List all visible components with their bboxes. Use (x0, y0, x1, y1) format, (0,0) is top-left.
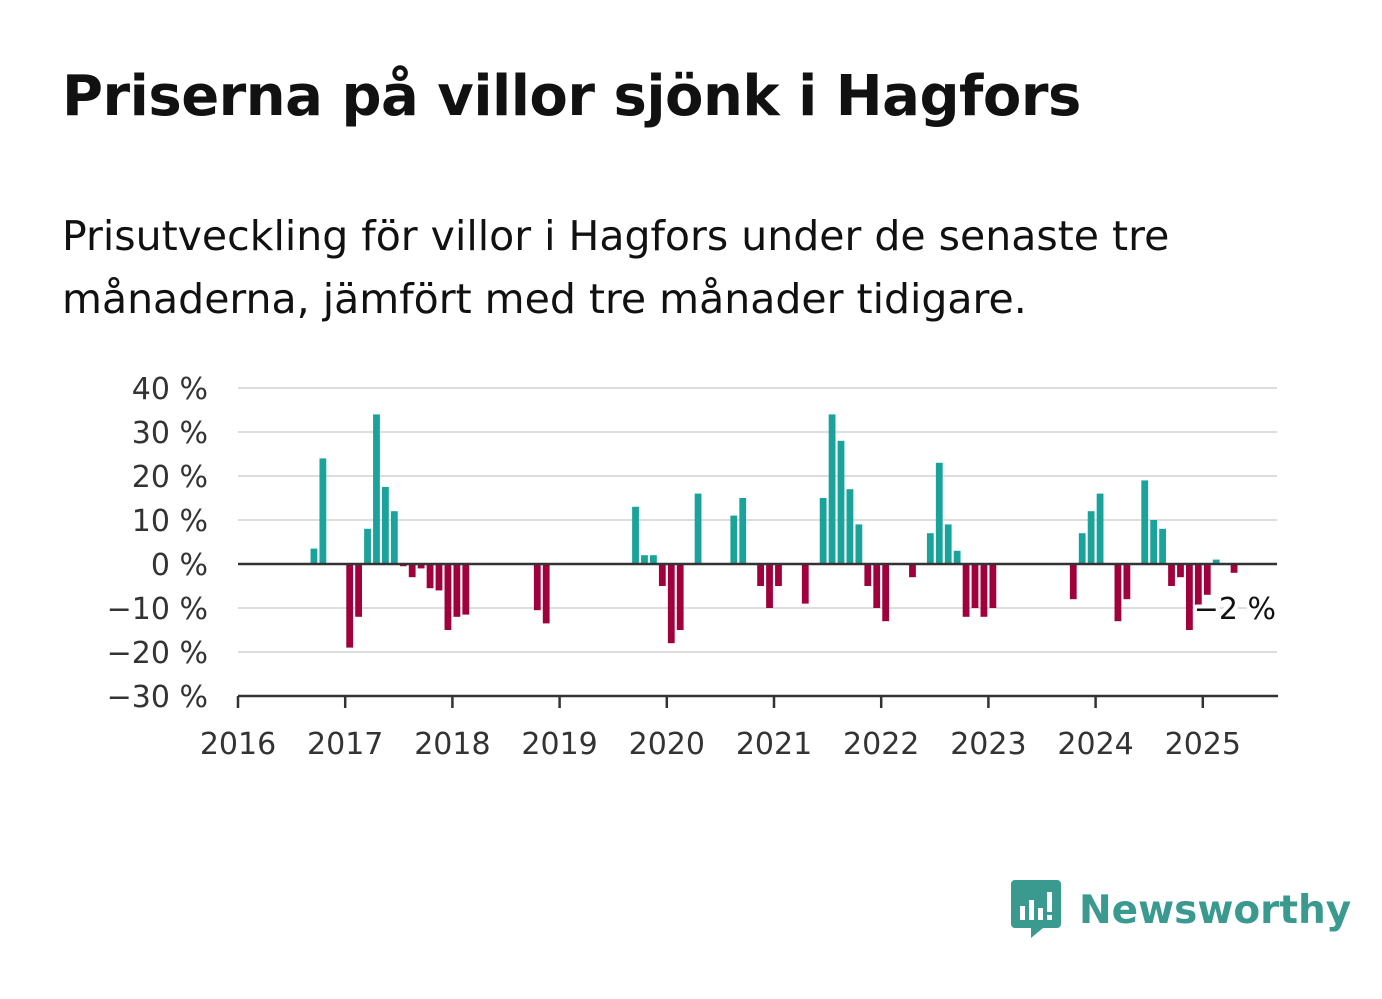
last-value-annotation: −2 % (1194, 592, 1276, 627)
x-tick-label: 2016 (200, 727, 276, 762)
bar-chart: −30 %−20 %−10 %0 %10 %20 %30 %40 % 2016 2… (106, 372, 1280, 762)
x-tick-label: 2021 (736, 727, 812, 762)
x-tick-label: 2018 (414, 727, 490, 762)
bar (846, 489, 854, 564)
bar (310, 548, 318, 564)
bar (346, 564, 354, 648)
y-tick-label: −10 % (107, 592, 208, 627)
brand-logo: Newsworthy (1011, 880, 1351, 940)
bar (373, 414, 380, 564)
y-tick-label: 0 % (151, 548, 208, 583)
bar (1078, 533, 1086, 564)
bar (882, 564, 890, 622)
bar (766, 564, 773, 608)
bar (444, 564, 452, 630)
bar (953, 550, 961, 564)
bar (819, 498, 827, 564)
bars (310, 414, 1238, 648)
bar (1212, 559, 1220, 564)
bar (1087, 511, 1095, 564)
bar (962, 564, 970, 617)
bar (873, 564, 881, 608)
bar (1194, 564, 1202, 608)
y-axis-labels: −30 % −20 % −10 % 0 % 10 % 20 % 30 % 40 % (107, 372, 208, 715)
annotations: −2 %−2 % (1190, 588, 1280, 631)
bar (989, 564, 997, 608)
bar (775, 564, 782, 586)
bar (801, 564, 809, 604)
bar (417, 564, 425, 569)
bar (1096, 493, 1104, 564)
y-tick-label: −30 % (107, 680, 208, 715)
bar (1168, 564, 1175, 586)
bar (1177, 564, 1184, 578)
x-tick-label: 2023 (950, 727, 1026, 762)
bar (355, 564, 362, 617)
bar (382, 487, 389, 564)
bar (909, 564, 916, 578)
bar (658, 564, 666, 586)
bar (641, 555, 648, 564)
bar (837, 440, 845, 564)
bar (408, 564, 416, 578)
x-tick-label: 2022 (843, 727, 919, 762)
bar (435, 564, 443, 591)
bar (864, 564, 872, 586)
bar (533, 564, 541, 611)
brand-name: Newsworthy (1079, 887, 1352, 933)
bar (542, 564, 550, 624)
bar (1123, 564, 1131, 600)
x-tick-label: 2019 (521, 727, 597, 762)
y-tick-label: 10 % (132, 504, 208, 539)
chart-subtitle: Prisutveckling för villor i Hagfors unde… (62, 212, 1170, 323)
bar (944, 524, 952, 564)
bar (739, 498, 747, 564)
x-tick-label: 2025 (1165, 727, 1241, 762)
bar (632, 506, 639, 564)
y-tick-label: −20 % (107, 636, 208, 671)
y-tick-label: 20 % (132, 460, 208, 495)
bar (453, 564, 461, 617)
bar (676, 564, 684, 630)
bar (971, 564, 979, 608)
x-tick-label: 2017 (307, 727, 383, 762)
bar (935, 462, 943, 564)
bar (1203, 564, 1211, 595)
bar (855, 524, 863, 564)
bar (650, 555, 657, 564)
bar (1186, 564, 1193, 630)
bar (1230, 564, 1238, 573)
bar (1141, 480, 1149, 564)
newsworthy-logo-icon (1011, 880, 1061, 938)
bar (1114, 564, 1122, 622)
bar (1159, 528, 1166, 564)
y-tick-label: 40 % (132, 372, 208, 407)
bar (667, 564, 675, 644)
bar (980, 564, 988, 617)
x-tick-label: 2024 (1057, 727, 1133, 762)
axes (236, 562, 1278, 708)
chart-title: Priserna på villor sjönk i Hagfors (62, 64, 1081, 129)
gridlines (238, 387, 1277, 653)
bar (364, 528, 371, 564)
annotation-halo: −2 % (1194, 592, 1276, 627)
bar (926, 533, 934, 564)
bar (319, 458, 327, 564)
y-tick-label: 30 % (132, 416, 208, 451)
bar (462, 564, 470, 615)
bar (390, 511, 398, 564)
bar (1150, 520, 1158, 564)
x-tick-label: 2020 (629, 727, 705, 762)
bar (730, 515, 738, 564)
x-axis-labels: 2016 2017 2018 2019 2020 2021 2022 2023 2024 2025 (200, 727, 1241, 762)
bar (694, 493, 702, 564)
bar (757, 564, 764, 586)
bar (426, 564, 434, 589)
bar (828, 414, 836, 564)
bar (1069, 564, 1077, 600)
